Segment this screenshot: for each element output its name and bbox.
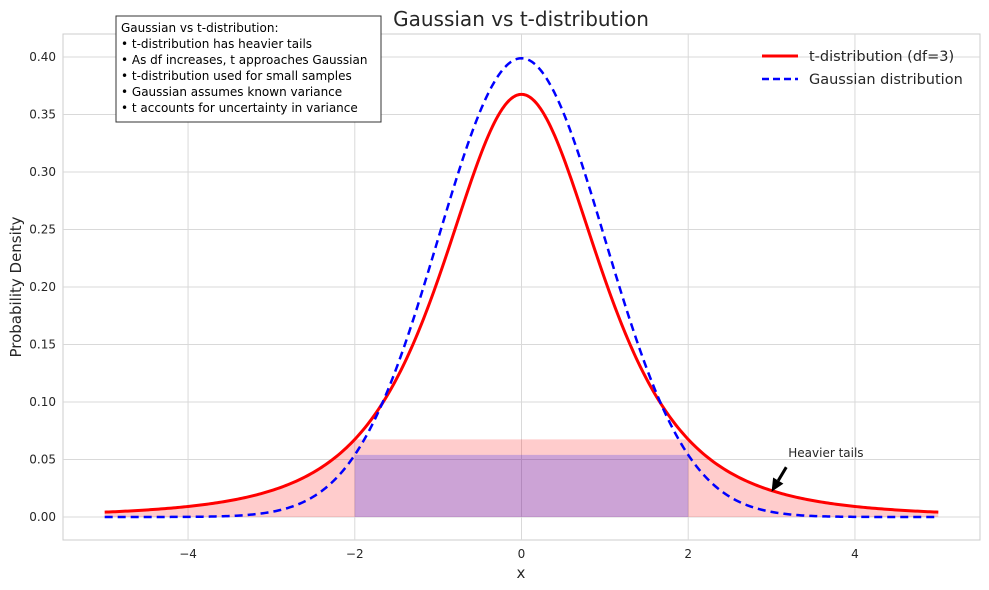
info-text-box: Gaussian vs t-distribution: • t-distribu… xyxy=(115,15,382,123)
y-tick-label: 0.00 xyxy=(29,510,56,524)
y-tick-label: 0.15 xyxy=(29,338,56,352)
series-line xyxy=(104,56,939,519)
x-tick-labels: −4 −2 0 2 4 xyxy=(179,547,859,561)
annotation-arrow-head xyxy=(771,477,784,492)
y-tick-label: 0.25 xyxy=(29,223,56,237)
info-box-frame xyxy=(115,15,382,123)
chart-title: Gaussian vs t-distribution xyxy=(393,7,649,31)
x-tick-label: −4 xyxy=(179,547,197,561)
x-tick-label: 4 xyxy=(851,547,859,561)
y-tick-labels: 0.00 0.05 0.10 0.15 0.20 0.25 0.30 0.35 0.40 xyxy=(29,50,56,524)
x-tick-label: 0 xyxy=(518,547,526,561)
x-tick-label: −2 xyxy=(346,547,364,561)
y-tick-label: 0.30 xyxy=(29,165,56,179)
series-line xyxy=(104,92,939,514)
x-tick-label: 2 xyxy=(684,547,692,561)
info-box-line: • t accounts for uncertainty in variance xyxy=(121,101,358,115)
legend-label-gaussian: Gaussian distribution xyxy=(809,72,963,88)
y-tick-label: 0.20 xyxy=(29,280,56,294)
info-box-line: • As df increases, t approaches Gaussian xyxy=(121,53,367,67)
info-box-line: Gaussian vs t-distribution: xyxy=(121,21,279,35)
info-box-line: • Gaussian assumes known variance xyxy=(121,85,342,99)
heavier-tails-annotation: Heavier tails xyxy=(771,446,864,492)
annotation-arrow-shaft xyxy=(776,466,788,482)
info-box-line: • t-distribution has heavier tails xyxy=(121,37,312,51)
y-tick-label: 0.05 xyxy=(29,453,56,467)
series-lines xyxy=(104,56,939,519)
legend-label-t: t-distribution (df=3) xyxy=(809,49,954,65)
info-box-line: • t-distribution used for small samples xyxy=(121,69,352,83)
y-tick-label: 0.10 xyxy=(29,395,56,409)
y-axis-label: Probability Density xyxy=(7,216,25,357)
y-tick-label: 0.35 xyxy=(29,108,56,122)
x-axis-label: x xyxy=(517,564,526,582)
shaded-region xyxy=(354,454,689,517)
legend: t-distribution (df=3) Gaussian distribut… xyxy=(762,49,963,88)
annotation-text: Heavier tails xyxy=(788,446,863,460)
y-tick-label: 0.40 xyxy=(29,50,56,64)
